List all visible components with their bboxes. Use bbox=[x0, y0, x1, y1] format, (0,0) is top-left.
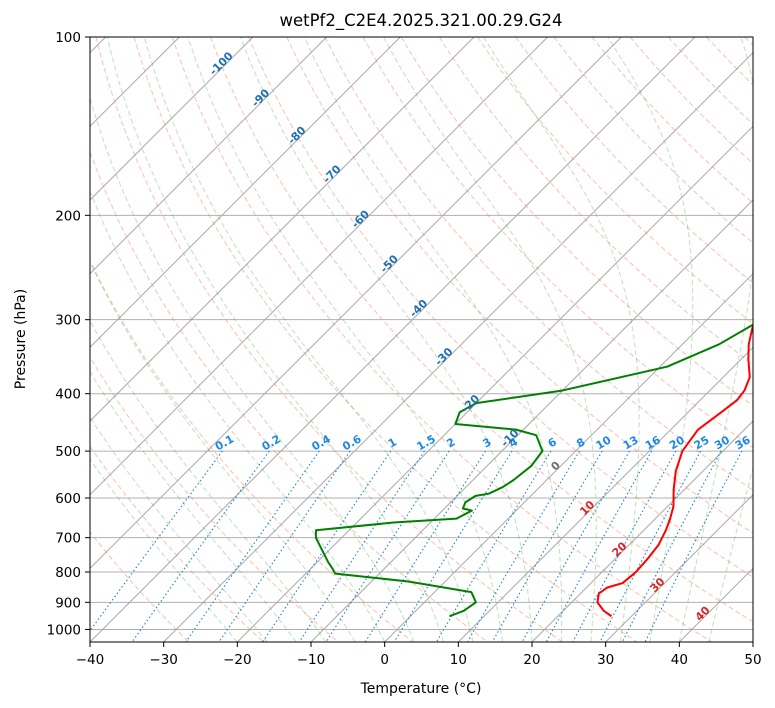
moist-adiabat-20 bbox=[239, 37, 533, 642]
y-tick-label: 800 bbox=[55, 565, 81, 581]
moist-adiabat--8 bbox=[90, 319, 327, 642]
dry-adiabat-50 bbox=[209, 37, 753, 623]
moist-adiabat-36 bbox=[607, 37, 694, 642]
profile-series bbox=[314, 323, 753, 618]
moist-adiabat-12 bbox=[143, 37, 474, 642]
x-tick-label: 50 bbox=[744, 652, 761, 668]
mixing-ratio-line-1 bbox=[131, 450, 270, 642]
moist-adiabat-0 bbox=[90, 189, 386, 642]
moist-adiabat-32 bbox=[482, 37, 640, 642]
x-tick-label: −30 bbox=[149, 652, 178, 668]
plot-area: 0.1 0.2 0.4 0.6 1 1.5 2 3 4 6 8 10 13 16 20 25 30 36-100-… bbox=[90, 37, 753, 642]
temperature-profile-line bbox=[596, 325, 753, 618]
mixing-ratio-line-15 bbox=[599, 450, 702, 642]
isotherm--80 bbox=[90, 37, 401, 349]
y-tick-label: 500 bbox=[55, 444, 81, 460]
chart-title: wetPf2_C2E4.2025.321.00.29.G24 bbox=[279, 11, 562, 31]
dry-adiabat-30 bbox=[133, 37, 638, 642]
dry-adiabat-80 bbox=[324, 37, 753, 491]
x-tick-label: 30 bbox=[597, 652, 614, 668]
mixing-ratio-line-10 bbox=[467, 450, 580, 642]
y-tick-label: 100 bbox=[55, 30, 81, 46]
mixing-ratio-line-7 bbox=[364, 450, 486, 642]
dry-adiabat--20 bbox=[90, 445, 264, 642]
x-axis-label: Temperature (°C) bbox=[360, 681, 482, 697]
isotherm--20 bbox=[236, 125, 753, 642]
dry-adiabat-60 bbox=[248, 37, 753, 578]
x-tick-label: 20 bbox=[523, 652, 540, 668]
dry-adiabat-140 bbox=[553, 37, 753, 244]
dry-adiabat-160 bbox=[629, 37, 753, 165]
mixing-ratio-line-13 bbox=[545, 450, 653, 642]
moist-adiabats bbox=[90, 37, 753, 642]
skewed-isotherms bbox=[90, 37, 753, 642]
mixing-ratio-line-8 bbox=[393, 450, 513, 642]
isotherm--50 bbox=[90, 37, 622, 570]
axes: −40 −30 −20 −10 0 10 20 30 40 50 100 200 300 400 500 60… bbox=[47, 30, 762, 668]
isotherm-20 bbox=[531, 420, 753, 642]
dry-adiabat-70 bbox=[286, 37, 753, 534]
dry-adiabat-40 bbox=[171, 37, 713, 642]
mixing-ratio-line-2 bbox=[185, 450, 320, 642]
mixing-ratio-line-9 bbox=[435, 450, 552, 642]
x-tick-label: 0 bbox=[380, 652, 389, 668]
mixing-ratio-line-12 bbox=[521, 450, 630, 642]
moist-adiabat--4 bbox=[90, 260, 356, 642]
x-tick-label: −10 bbox=[297, 652, 326, 668]
y-tick-label: 400 bbox=[55, 387, 81, 403]
isotherm--40 bbox=[90, 37, 696, 642]
moist-adiabat-40 bbox=[678, 37, 753, 642]
x-tick-label: −20 bbox=[223, 652, 252, 668]
y-tick-label: 700 bbox=[55, 531, 81, 547]
y-tick-label: 600 bbox=[55, 491, 81, 507]
x-tick-label: 40 bbox=[671, 652, 688, 668]
dry-adiabat--10 bbox=[90, 355, 339, 642]
dry-adiabat-90 bbox=[362, 37, 753, 449]
moist-adiabat-16 bbox=[187, 37, 504, 642]
moist-adiabat-24 bbox=[303, 37, 563, 642]
moist-adiabat--16 bbox=[90, 416, 268, 642]
dry-adiabat-130 bbox=[515, 37, 753, 284]
isotherm-30 bbox=[605, 493, 753, 642]
moist-adiabat-44 bbox=[708, 465, 753, 642]
isotherm-10 bbox=[457, 346, 753, 642]
plot-frame bbox=[89, 36, 754, 643]
isotherm--60 bbox=[90, 37, 549, 496]
dry-adiabat-20 bbox=[95, 37, 563, 642]
mixing-ratio-lines bbox=[90, 450, 743, 642]
grid-lines bbox=[90, 37, 753, 630]
moist-adiabat--20 bbox=[90, 458, 238, 642]
y-axis-label: Pressure (hPa) bbox=[13, 289, 29, 389]
y-tick-label: 1000 bbox=[47, 622, 81, 638]
dry-adiabat-0 bbox=[90, 259, 414, 642]
mixing-ratio-line-11 bbox=[491, 450, 603, 642]
mixing-ratio-line-16 bbox=[621, 450, 722, 642]
mixing-ratio-line-3 bbox=[218, 450, 351, 642]
isotherm-0 bbox=[384, 272, 753, 642]
isotherm--90 bbox=[90, 37, 328, 275]
y-tick-label: 900 bbox=[55, 595, 81, 611]
dry-adiabat-110 bbox=[438, 37, 753, 366]
mixing-ratio-line-14 bbox=[572, 450, 677, 642]
moist-adiabat-8 bbox=[106, 37, 445, 642]
y-tick-label: 200 bbox=[55, 208, 81, 224]
y-tick-label: 300 bbox=[55, 313, 81, 329]
x-tick-label: −40 bbox=[76, 652, 105, 668]
isotherm--70 bbox=[90, 37, 475, 422]
dry-adiabat-100 bbox=[400, 37, 753, 407]
x-tick-label: 10 bbox=[450, 652, 467, 668]
moist-adiabat-28 bbox=[383, 37, 597, 642]
dewpoint-profile-line bbox=[314, 323, 753, 618]
isotherm--100 bbox=[90, 37, 254, 201]
dry-adiabats bbox=[90, 37, 753, 642]
isotherm--30 bbox=[163, 51, 753, 642]
isotherm--10 bbox=[310, 199, 753, 642]
